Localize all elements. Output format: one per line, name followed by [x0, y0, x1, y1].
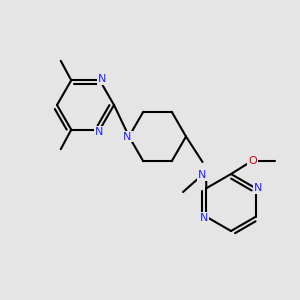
Text: N: N [98, 74, 106, 84]
Text: N: N [254, 183, 262, 193]
Text: N: N [200, 213, 208, 223]
Text: N: N [123, 131, 132, 142]
Text: N: N [95, 127, 103, 137]
Text: N: N [198, 170, 207, 181]
Text: O: O [248, 155, 257, 166]
